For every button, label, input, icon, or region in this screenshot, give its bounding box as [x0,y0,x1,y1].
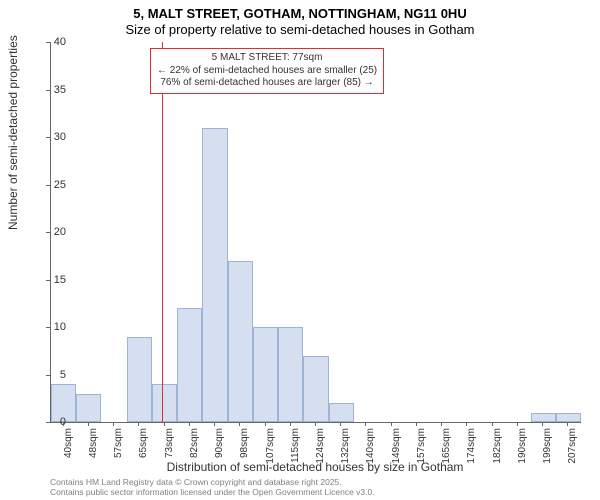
x-tick-mark [517,422,518,426]
y-tick-mark [46,90,50,91]
y-tick-mark [46,375,50,376]
y-tick-label: 20 [36,226,66,238]
x-tick-mark [63,422,64,426]
y-tick-mark [46,137,50,138]
histogram-bar [278,327,303,422]
y-tick-mark [46,327,50,328]
y-tick-mark [46,185,50,186]
histogram-bar [531,413,556,423]
histogram-bar [228,261,253,423]
y-tick-mark [46,232,50,233]
x-tick-mark [113,422,114,426]
y-tick-label: 35 [36,84,66,96]
y-tick-label: 30 [36,131,66,143]
y-tick-label: 25 [36,179,66,191]
histogram-bar [202,128,227,423]
histogram-bar [253,327,278,422]
footer-attribution: Contains HM Land Registry data © Crown c… [50,478,375,498]
y-tick-mark [46,42,50,43]
histogram-bar [329,403,354,422]
x-tick-mark [290,422,291,426]
x-tick-mark [214,422,215,426]
histogram-bar [152,384,177,422]
y-tick-label: 5 [36,369,66,381]
x-tick-mark [441,422,442,426]
x-tick-mark [265,422,266,426]
x-tick-mark [466,422,467,426]
annotation-line1: ← 22% of semi-detached houses are smalle… [157,65,377,78]
footer-line2: Contains public sector information licen… [50,488,375,498]
x-tick-mark [164,422,165,426]
reference-line [162,42,163,422]
y-axis-label: Number of semi-detached properties [6,35,20,230]
histogram-bar [556,413,581,423]
x-tick-mark [416,422,417,426]
x-tick-mark [391,422,392,426]
x-tick-mark [567,422,568,426]
annotation-box: 5 MALT STREET: 77sqm ← 22% of semi-detac… [150,48,384,94]
x-tick-mark [492,422,493,426]
y-tick-mark [46,422,50,423]
plot-area [50,42,581,423]
x-tick-mark [239,422,240,426]
chart-title-main: 5, MALT STREET, GOTHAM, NOTTINGHAM, NG11… [0,6,600,21]
annotation-title: 5 MALT STREET: 77sqm [157,52,377,65]
annotation-line2: 76% of semi-detached houses are larger (… [157,77,377,90]
x-tick-mark [189,422,190,426]
histogram-bar [127,337,152,423]
histogram-bar [303,356,328,423]
x-tick-mark [138,422,139,426]
y-tick-label: 40 [36,36,66,48]
x-tick-mark [365,422,366,426]
x-tick-mark [315,422,316,426]
x-tick-mark [88,422,89,426]
y-tick-mark [46,280,50,281]
x-tick-mark [340,422,341,426]
y-tick-label: 15 [36,274,66,286]
histogram-bar [76,394,101,423]
chart-title-sub: Size of property relative to semi-detach… [0,22,600,37]
x-tick-mark [542,422,543,426]
x-axis-label: Distribution of semi-detached houses by … [50,460,580,474]
y-tick-label: 0 [36,416,66,428]
histogram-bar [177,308,202,422]
chart-container: 5, MALT STREET, GOTHAM, NOTTINGHAM, NG11… [0,0,600,500]
y-tick-label: 10 [36,321,66,333]
